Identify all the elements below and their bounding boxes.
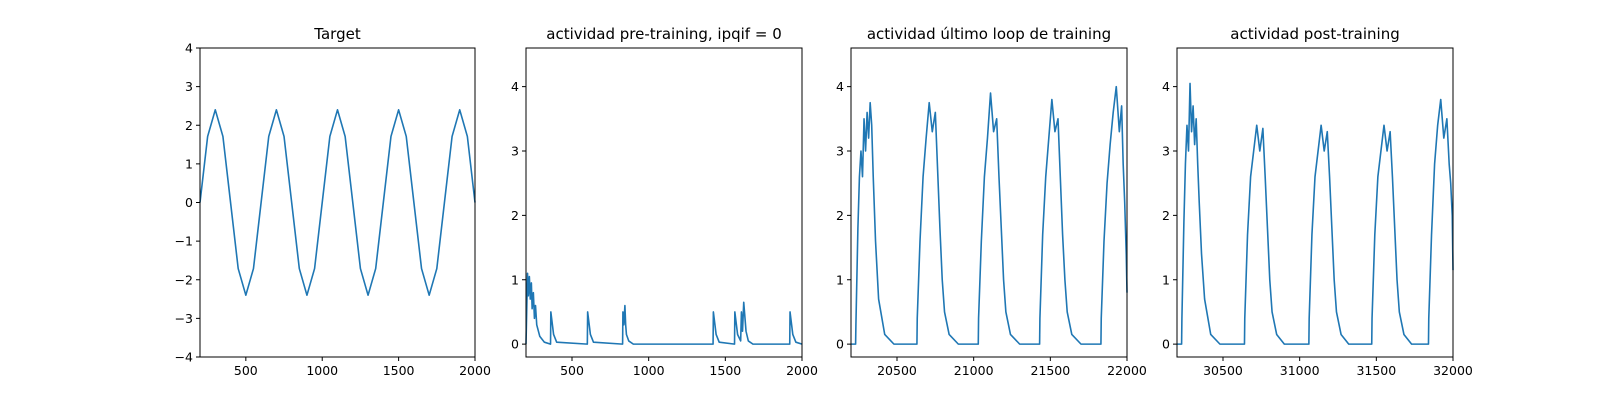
y-tick-label: −1	[175, 234, 193, 249]
axes-frame	[199, 47, 476, 358]
y-tick-label: −4	[175, 350, 193, 365]
y-tick-label: 3	[1162, 144, 1170, 159]
subplot-title: actividad post-training	[1230, 25, 1399, 43]
y-tick-label: 2	[185, 118, 193, 133]
axes-frame	[850, 47, 1128, 358]
subplot-4: 30500 31000 31500 32000 0 1 2 3 4 actividad post-…	[1162, 25, 1473, 378]
y-tick-label: −3	[175, 311, 193, 326]
y-tick-label: 1	[1162, 272, 1170, 287]
y-tick-label: 4	[511, 79, 519, 94]
x-tick-label: 2000	[459, 363, 491, 378]
x-tick-label: 1000	[633, 363, 665, 378]
y-tick-label: 1	[185, 156, 193, 171]
axes-frame	[1176, 47, 1454, 358]
y-tick-label: −2	[175, 272, 193, 287]
x-tick-label: 21500	[1030, 363, 1070, 378]
y-tick-label: 0	[1162, 337, 1170, 352]
x-tick-label: 31000	[1280, 363, 1320, 378]
x-tick-label: 500	[560, 363, 584, 378]
y-tick-label: 3	[511, 144, 519, 159]
y-tick-label: 4	[185, 41, 193, 56]
x-tick-label: 1500	[709, 363, 741, 378]
axes-frame	[525, 47, 803, 358]
subplot-1: 500 1000 1500 2000 −4 −3 −2 −1 0 1 2 3 4 Target	[175, 25, 491, 378]
y-tick-label: 3	[185, 79, 193, 94]
series-line-1	[199, 109, 476, 296]
y-tick-label: 2	[836, 208, 844, 223]
y-tick-label: 0	[511, 337, 519, 352]
subplot-2: 500 1000 1500 2000 0 1 2 3 4 actividad pre-traini…	[511, 25, 818, 378]
series-line-1	[1177, 82, 1454, 345]
x-tick-label: 22000	[1107, 363, 1147, 378]
y-tick-label: 2	[511, 208, 519, 223]
y-tick-label: 4	[1162, 79, 1170, 94]
x-tick-label: 32000	[1433, 363, 1473, 378]
y-tick-label: 0	[185, 195, 193, 210]
x-tick-label: 21000	[954, 363, 994, 378]
x-tick-label: 1000	[306, 363, 338, 378]
x-tick-label: 30500	[1203, 363, 1243, 378]
subplot-title: actividad pre-training, ipqif = 0	[546, 25, 782, 43]
x-tick-label: 1500	[383, 363, 415, 378]
y-tick-label: 0	[836, 337, 844, 352]
y-tick-label: 4	[836, 79, 844, 94]
subplot-title: actividad último loop de training	[867, 25, 1111, 43]
y-tick-label: 1	[511, 272, 519, 287]
x-tick-label: 31500	[1356, 363, 1396, 378]
x-tick-label: 500	[234, 363, 258, 378]
subplot-3: 20500 21000 21500 22000 0 1 2 3 4 actividad últim…	[836, 25, 1147, 378]
x-tick-label: 20500	[877, 363, 917, 378]
y-tick-label: 2	[1162, 208, 1170, 223]
y-tick-label: 3	[836, 144, 844, 159]
x-tick-label: 2000	[786, 363, 818, 378]
y-tick-label: 1	[836, 272, 844, 287]
series-line-1	[851, 85, 1128, 345]
subplot-title: Target	[313, 25, 361, 43]
series-line-1	[525, 272, 803, 345]
